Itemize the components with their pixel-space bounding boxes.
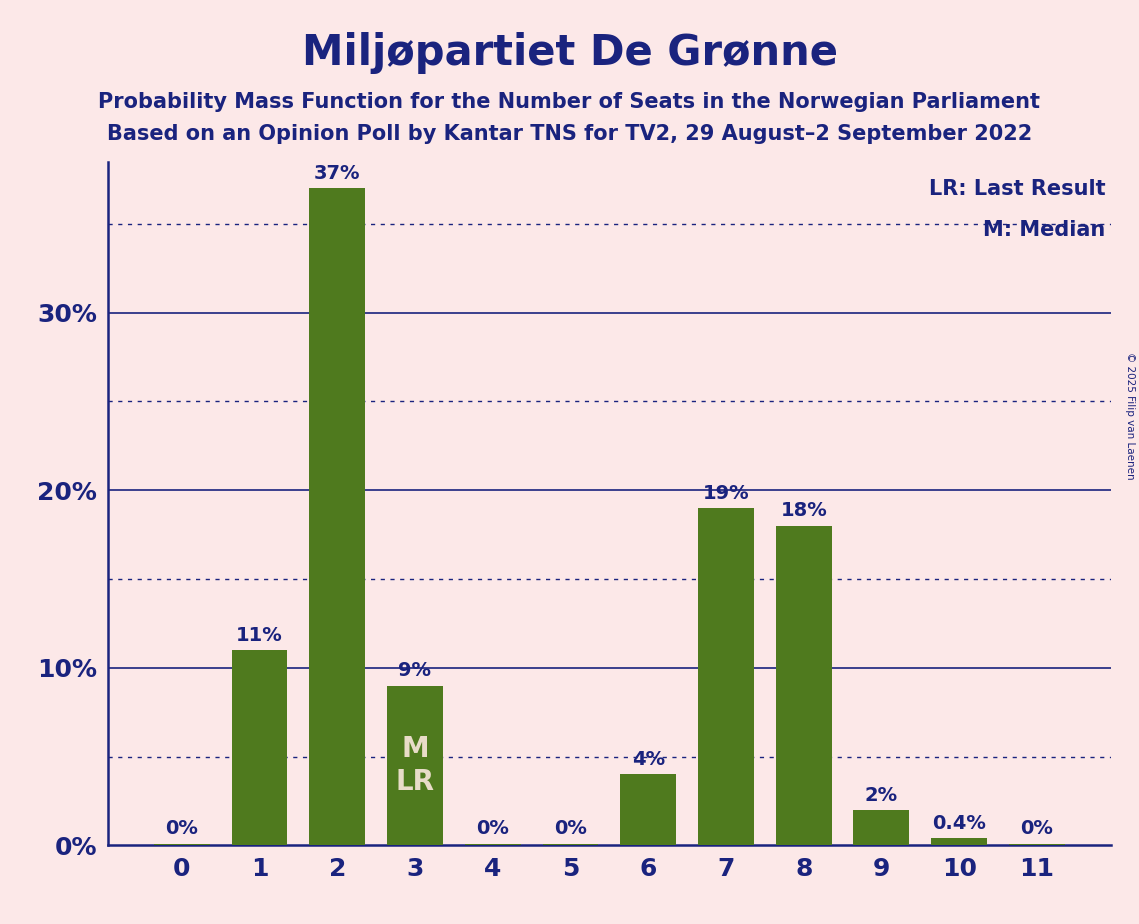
Text: 0%: 0%: [1021, 820, 1054, 838]
Bar: [621, 774, 677, 845]
Bar: [542, 844, 598, 845]
Bar: [698, 508, 754, 845]
Text: 9%: 9%: [399, 662, 432, 680]
Text: LR: Last Result: LR: Last Result: [929, 179, 1106, 199]
Text: 4%: 4%: [632, 750, 665, 769]
Bar: [387, 686, 443, 845]
Text: 11%: 11%: [236, 626, 282, 645]
Bar: [231, 650, 287, 845]
Text: 2%: 2%: [865, 785, 898, 805]
Bar: [465, 844, 521, 845]
Bar: [932, 838, 988, 845]
Bar: [1009, 844, 1065, 845]
Text: Miljøpartiet De Grønne: Miljøpartiet De Grønne: [302, 32, 837, 74]
Text: Based on an Opinion Poll by Kantar TNS for TV2, 29 August–2 September 2022: Based on an Opinion Poll by Kantar TNS f…: [107, 124, 1032, 144]
Text: 19%: 19%: [703, 483, 749, 503]
Text: © 2025 Filip van Laenen: © 2025 Filip van Laenen: [1125, 352, 1134, 480]
Bar: [853, 810, 909, 845]
Bar: [154, 844, 210, 845]
Bar: [776, 526, 831, 845]
Text: Probability Mass Function for the Number of Seats in the Norwegian Parliament: Probability Mass Function for the Number…: [98, 92, 1041, 113]
Text: M
LR: M LR: [395, 736, 434, 796]
Text: 18%: 18%: [780, 502, 827, 520]
Text: 0%: 0%: [476, 820, 509, 838]
Text: 0.4%: 0.4%: [933, 814, 986, 833]
Text: 0%: 0%: [554, 820, 587, 838]
Text: M: Median: M: Median: [983, 220, 1106, 240]
Text: 0%: 0%: [165, 820, 198, 838]
Bar: [310, 188, 366, 845]
Text: 37%: 37%: [314, 164, 361, 183]
